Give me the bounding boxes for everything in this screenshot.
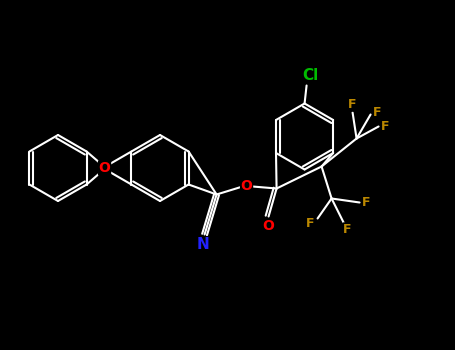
Text: F: F <box>344 223 352 236</box>
Text: F: F <box>374 106 382 119</box>
Text: O: O <box>99 161 111 175</box>
Text: F: F <box>349 98 357 111</box>
Text: O: O <box>241 180 253 194</box>
Text: Cl: Cl <box>303 68 318 83</box>
Text: F: F <box>362 196 371 209</box>
Text: F: F <box>306 217 315 230</box>
Text: N: N <box>196 237 209 252</box>
Text: O: O <box>263 219 274 233</box>
Text: F: F <box>381 120 390 133</box>
